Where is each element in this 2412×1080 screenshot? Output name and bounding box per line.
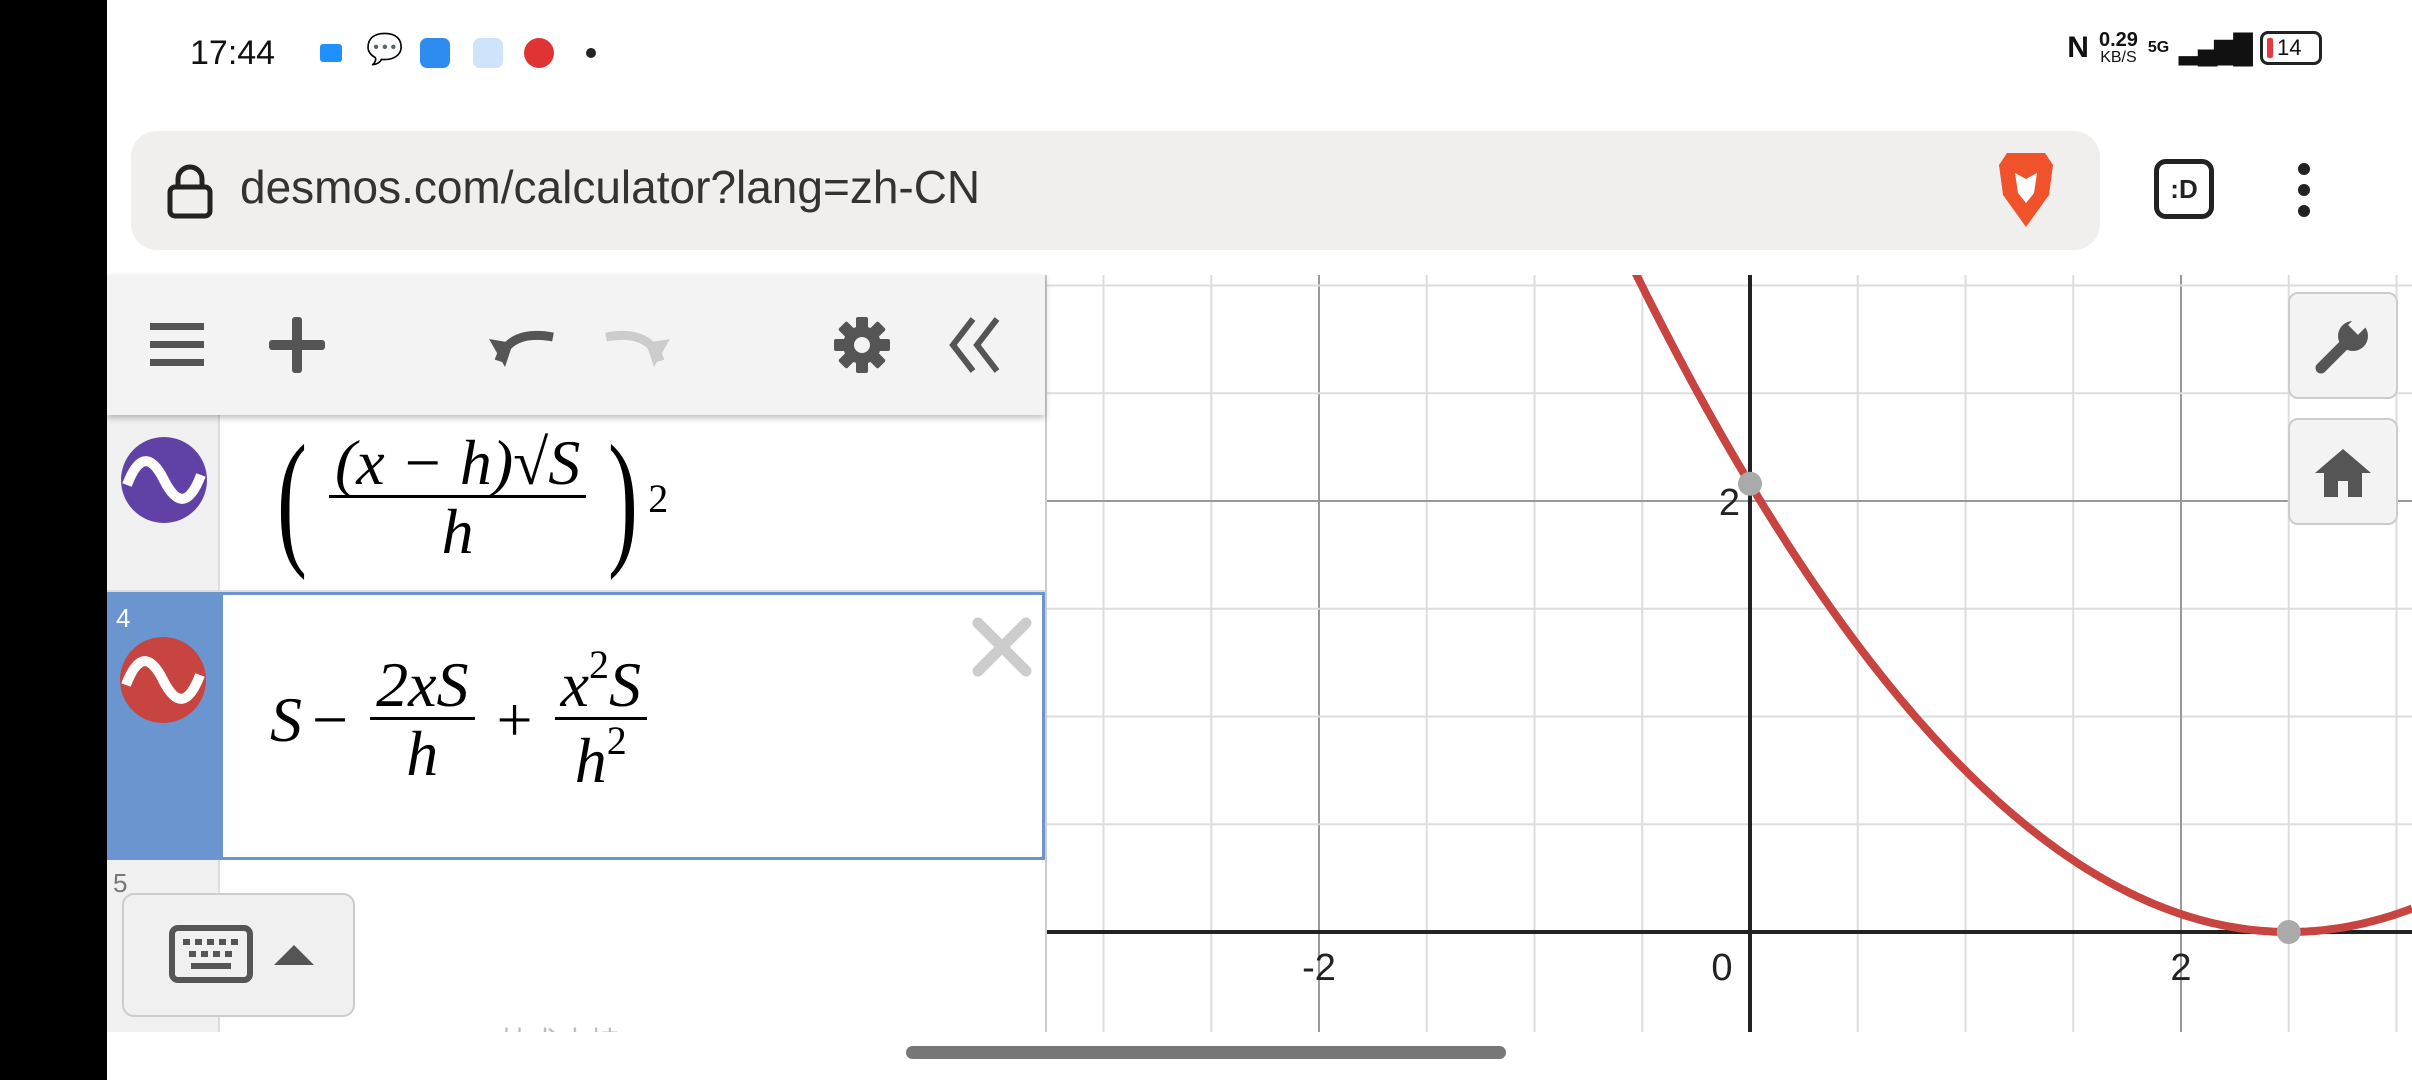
numerator: 2xS — [370, 652, 475, 720]
exponent: 2 — [606, 718, 627, 763]
expression-4[interactable]: 4 S − 2xS h + x2S h2 — [107, 592, 1045, 860]
default-viewport-button[interactable] — [2288, 418, 2398, 525]
lock-icon[interactable] — [166, 163, 214, 219]
var-h: h — [574, 725, 607, 796]
home-gesture-bar[interactable] — [906, 1046, 1506, 1059]
expression-number: 4 — [116, 603, 131, 633]
graph-paper[interactable]: -2 0 2 2 — [1047, 275, 2412, 1032]
keyboard-icon — [169, 925, 253, 983]
point-of-interest — [2276, 920, 2301, 944]
battery-icon: 14 — [2260, 31, 2322, 65]
expression-toolbar — [107, 275, 1045, 415]
var-x: x — [560, 649, 589, 720]
caret-up-icon — [274, 945, 314, 965]
term-s: S — [270, 683, 302, 755]
delete-expression-icon[interactable] — [972, 617, 1032, 677]
browser-menu-icon[interactable] — [2294, 162, 2314, 218]
home-icon — [2315, 448, 2371, 497]
expression-number: 5 — [113, 868, 128, 898]
net-speed: 0.29 — [2098, 29, 2138, 51]
denominator: h — [406, 717, 439, 789]
y-tick-label: 2 — [1719, 482, 1740, 524]
graph-style-icon[interactable] — [119, 435, 209, 525]
app-icon — [524, 38, 554, 68]
redo-icon — [605, 330, 670, 367]
minus-sign: − — [312, 683, 349, 755]
menu-button[interactable] — [147, 275, 207, 415]
right-paren: ) — [608, 415, 639, 581]
x-tick-label: -2 — [1302, 947, 1336, 989]
plus-sign: + — [496, 683, 533, 755]
undo-button[interactable] — [482, 275, 562, 415]
collapse-panel-button[interactable] — [939, 275, 1009, 415]
collapse-icon — [949, 317, 1000, 373]
address-bar[interactable] — [131, 131, 2100, 250]
add-item-button[interactable] — [262, 275, 332, 415]
denominator: h — [441, 495, 474, 567]
settings-button[interactable] — [827, 275, 897, 415]
exponent: 2 — [648, 475, 669, 521]
menu-icon — [150, 323, 204, 366]
more-notifications-icon — [586, 48, 596, 58]
screen-edge — [0, 0, 107, 1080]
plus-icon — [269, 317, 325, 373]
notification-icon — [320, 44, 342, 62]
redo-button[interactable] — [597, 275, 677, 415]
left-paren: ( — [276, 415, 307, 581]
numerator: (x − h)√S — [328, 430, 587, 498]
exponent: 2 — [589, 642, 609, 687]
signal-icon: ▂▄▆█ — [2179, 32, 2253, 64]
wrench-icon — [2315, 315, 2368, 373]
status-time: 17:44 — [190, 34, 276, 72]
gear-icon — [834, 317, 890, 373]
var-s: S — [609, 649, 641, 720]
url-text[interactable]: desmos.com/calculator?lang=zh-CN — [240, 161, 981, 213]
nfc-icon: N — [2067, 31, 2089, 64]
network-type: 5G — [2147, 39, 2170, 56]
keyboard-toggle-button[interactable] — [122, 893, 355, 1017]
point-of-interest — [1738, 471, 1762, 496]
graph-style-icon[interactable] — [118, 635, 208, 725]
wechat-icon: 💬 — [366, 33, 404, 66]
weather-icon — [420, 38, 450, 68]
tab-switcher-button[interactable]: :D — [2154, 159, 2214, 219]
powered-by-text[interactable]: 技术支持 — [500, 1018, 620, 1032]
undo-icon — [489, 330, 554, 367]
layers-app-icon — [473, 38, 503, 68]
battery-level: 14 — [2277, 35, 2302, 60]
x-tick-label: 2 — [2170, 947, 2191, 989]
graph-settings-button[interactable] — [2288, 292, 2398, 399]
brave-shields-icon[interactable] — [1993, 151, 2059, 229]
x-tick-label: 0 — [1711, 947, 1732, 989]
function-curve — [1632, 275, 2412, 936]
net-unit: KB/S — [2100, 49, 2137, 66]
